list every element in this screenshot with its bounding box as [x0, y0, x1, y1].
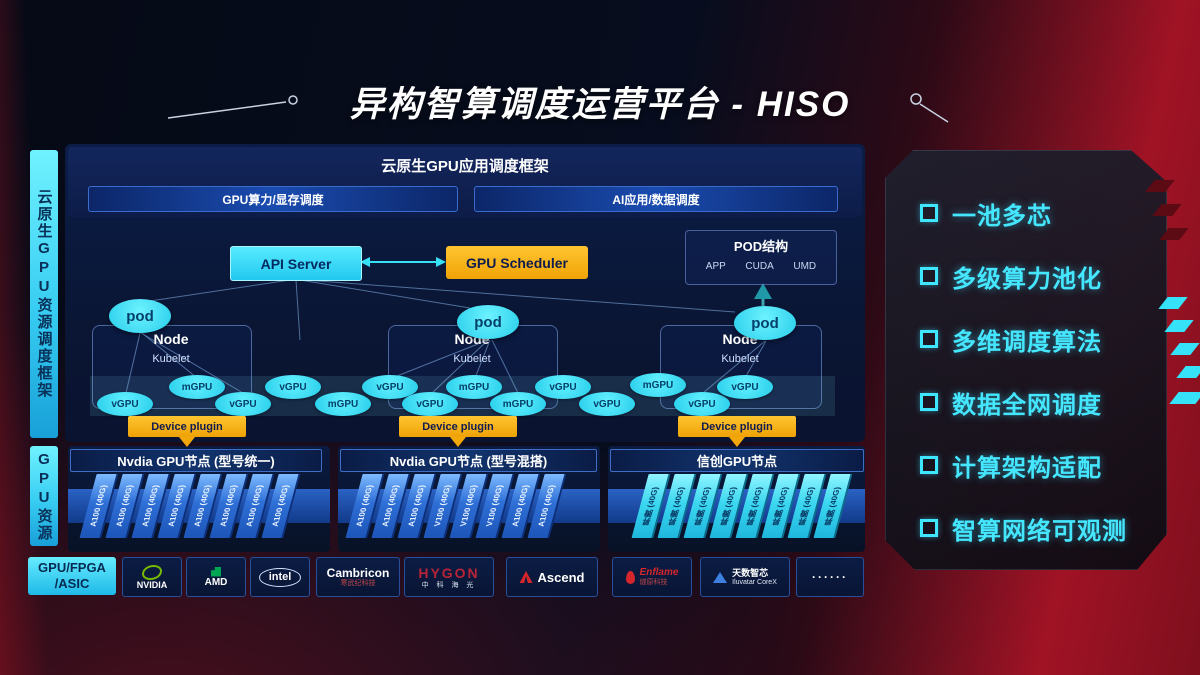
vendor-others: ······ [796, 557, 864, 597]
down-arrow-icon [179, 437, 195, 447]
api-server-box: API Server [230, 246, 362, 281]
vendor-name: HYGON [418, 565, 480, 581]
gpu-slice-oval: vGPU [717, 375, 773, 399]
vendor-intel: intel [250, 557, 310, 597]
vendor-sub: Iluvatar CoreX [732, 578, 777, 586]
gpu-slice-oval: vGPU [535, 375, 591, 399]
gpu-slice-oval: vGPU [265, 375, 321, 399]
feature-label: 数据全网调度 [952, 391, 1102, 419]
device-plugin-1: Device plugin [128, 416, 246, 437]
pod-item-app: APP [705, 261, 726, 272]
square-bullet-icon [920, 456, 938, 474]
gpu-slice-oval: mGPU [630, 373, 686, 397]
node-2-kubelet: Kubelet [453, 353, 491, 365]
gpu-header-xinchuang: 信创GPU节点 [610, 449, 864, 472]
slash-decoration-icon [1176, 366, 1200, 378]
down-arrow-icon [729, 437, 745, 447]
gpu-slice-oval: vGPU [674, 392, 730, 416]
square-bullet-icon [920, 393, 938, 411]
iluvatar-logo-icon [713, 571, 728, 583]
vendor-amd: AMD [186, 557, 246, 597]
sidebar-framework-label: 云原生GPU资源调度框架 [30, 150, 58, 438]
gpu-scheduler-box: GPU Scheduler [446, 246, 588, 279]
node-1-label: Node [153, 331, 189, 347]
sidebar-gpu-resource-label: GPU资源 [30, 446, 58, 546]
intel-logo-icon: intel [258, 567, 302, 587]
vendor-ascend: Ascend [506, 557, 598, 597]
device-plugin-2: Device plugin [399, 416, 517, 437]
gpu-slice-oval: mGPU [490, 392, 546, 416]
slash-decoration-icon [1164, 320, 1194, 332]
gpu-header-mixed: Nvdia GPU节点 (型号混搭) [340, 449, 597, 472]
enflame-logo-icon [625, 570, 635, 584]
app-scheduling-title: 云原生GPU应用调度框架 [381, 158, 549, 175]
feature-label: 智算网络可观测 [952, 517, 1127, 545]
hardware-line1: GPU/FPGA [38, 559, 106, 575]
vendor-sub: 中 科 海 光 [421, 582, 477, 589]
gpu-slice-oval: mGPU [169, 375, 225, 399]
pod-item-cuda: CUDA [745, 261, 774, 272]
hardware-type-box: GPU/FPGA /ASIC [28, 557, 116, 595]
vendor-iluvatar: 天数智芯 Iluvatar CoreX [700, 557, 790, 597]
square-bullet-icon [920, 267, 938, 285]
feature-item: 多维调度算法 [920, 322, 1102, 356]
gpu-slice-oval: vGPU [579, 392, 635, 416]
feature-item: 智算网络可观测 [920, 511, 1127, 545]
node-3-kubelet: Kubelet [721, 353, 759, 365]
feature-label: 计算架构适配 [952, 454, 1102, 482]
gpu-slice-oval: mGPU [446, 375, 502, 399]
gpu-compute-scheduling-bar: GPU算力/显存调度 [88, 186, 458, 212]
feature-item: 一池多芯 [920, 196, 1052, 230]
feature-item: 计算架构适配 [920, 448, 1102, 482]
amd-logo-icon [211, 566, 221, 577]
vendor-nvidia: NVIDIA [122, 557, 182, 597]
vendor-sub: 燧原科技 [639, 579, 668, 586]
pod-structure-box: POD结构 APP CUDA UMD [685, 230, 837, 285]
device-plugin-3: Device plugin [678, 416, 796, 437]
feature-item: 多级算力池化 [920, 259, 1102, 293]
pod-oval-3: pod [734, 306, 796, 340]
square-bullet-icon [920, 204, 938, 222]
pod-item-umd: UMD [793, 261, 817, 272]
node-1-kubelet: Kubelet [152, 353, 190, 365]
ai-data-scheduling-bar: AI应用/数据调度 [474, 186, 838, 212]
vendor-name: Enflame [639, 567, 679, 578]
nvidia-logo-icon [142, 564, 162, 580]
feature-label: 多维调度算法 [952, 328, 1102, 356]
gpu-slice-oval: vGPU [215, 392, 271, 416]
pod-oval-1: pod [109, 299, 171, 333]
vendor-name: AMD [204, 576, 228, 588]
feature-label: 一池多芯 [952, 202, 1052, 230]
gpu-slice-oval: vGPU [97, 392, 153, 416]
vendor-hygon: HYGON 中 科 海 光 [404, 557, 494, 597]
vendor-name: 天数智芯 [732, 567, 769, 578]
gpu-header-uniform: Nvdia GPU节点 (型号统一) [70, 449, 322, 472]
slash-decoration-icon [1169, 392, 1200, 404]
ascend-logo-icon [519, 571, 533, 583]
square-bullet-icon [920, 330, 938, 348]
pod-oval-2: pod [457, 305, 519, 339]
vendor-name: Ascend [537, 569, 585, 585]
square-bullet-icon [920, 519, 938, 537]
vendor-sub: 寒武纪科技 [340, 580, 376, 587]
page-title: 异构智算调度运营平台 - HISO [349, 85, 851, 124]
pod-structure-title: POD结构 [733, 239, 789, 254]
feature-label: 多级算力池化 [952, 265, 1102, 293]
slash-decoration-icon [1170, 343, 1200, 355]
gpu-slice-oval: vGPU [402, 392, 458, 416]
vendor-name: NVIDIA [136, 579, 168, 590]
gpu-slice-oval: mGPU [315, 392, 371, 416]
vendor-name: Cambricon [326, 566, 390, 580]
vendor-cambricon: Cambricon 寒武纪科技 [316, 557, 400, 597]
vendor-enflame: Enflame 燧原科技 [612, 557, 692, 597]
pod-structure-items: APP CUDA UMD [686, 261, 836, 272]
feature-item: 数据全网调度 [920, 385, 1102, 419]
hardware-line2: /ASIC [54, 576, 90, 591]
down-arrow-icon [450, 437, 466, 447]
vendor-name: ······ [812, 570, 848, 584]
